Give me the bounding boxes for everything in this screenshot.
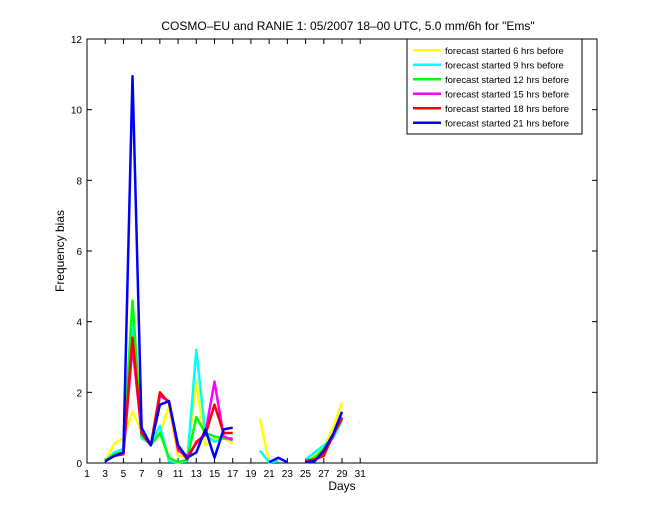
y-tick-label: 12 [71, 35, 83, 46]
x-axis-label: Days [328, 479, 355, 493]
legend-entry: forecast started 21 hrs before [445, 118, 569, 129]
x-tick-label: 17 [227, 469, 239, 480]
y-axis: 0 2 4 6 8 10 12 [71, 35, 597, 470]
x-tick-label: 13 [191, 469, 203, 480]
x-tick-label: 21 [264, 469, 276, 480]
x-tick-label: 7 [139, 469, 145, 480]
legend: forecast started 6 hrs before forecast st… [406, 38, 583, 135]
series-6 [104, 74, 344, 464]
x-tick-label: 15 [209, 469, 221, 480]
y-tick-label: 2 [76, 388, 82, 399]
y-axis-label: Frequency bias [53, 210, 67, 292]
y-tick-label: 10 [71, 106, 83, 117]
x-tick-label: 5 [121, 469, 127, 480]
x-tick-label: 23 [282, 469, 294, 480]
series-line-segment [305, 411, 344, 464]
y-tick-label: 0 [76, 459, 82, 470]
chart-title: COSMO–EU and RANIE 1: 05/2007 18–00 UTC,… [161, 19, 534, 33]
series-line-segment [268, 456, 288, 464]
x-tick-label: 11 [173, 469, 184, 480]
legend-entry: forecast started 6 hrs before [445, 46, 564, 57]
x-tick-label: 25 [300, 469, 312, 480]
x-tick-label: 9 [157, 469, 163, 480]
legend-entry: forecast started 9 hrs before [445, 60, 564, 71]
series-layer [104, 74, 361, 464]
legend-entry: forecast started 18 hrs before [445, 104, 569, 115]
x-tick-label: 3 [102, 469, 108, 480]
y-tick-label: 6 [76, 247, 82, 258]
legend-entry: forecast started 12 hrs before [445, 75, 569, 86]
series-line-segment [258, 418, 271, 463]
legend-entry: forecast started 15 hrs before [445, 89, 569, 100]
x-tick-label: 27 [318, 469, 330, 480]
x-tick-label: 19 [245, 469, 257, 480]
legend-box [406, 38, 583, 135]
series-line-segment [104, 74, 233, 463]
x-tick-label: 29 [336, 469, 348, 480]
x-tick-label: 1 [84, 469, 90, 480]
x-tick-label: 31 [355, 469, 367, 480]
y-tick-label: 4 [76, 318, 82, 329]
y-tick-label: 8 [76, 176, 82, 187]
